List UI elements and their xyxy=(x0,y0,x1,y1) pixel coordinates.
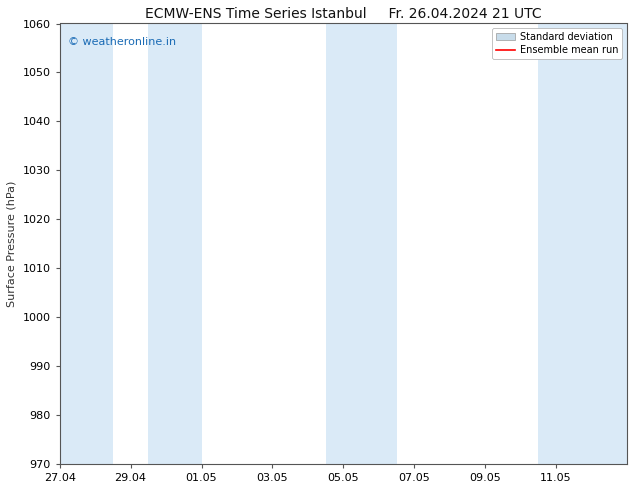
Bar xyxy=(60,24,113,464)
Bar xyxy=(148,24,202,464)
Title: ECMW-ENS Time Series Istanbul     Fr. 26.04.2024 21 UTC: ECMW-ENS Time Series Istanbul Fr. 26.04.… xyxy=(145,7,541,21)
Y-axis label: Surface Pressure (hPa): Surface Pressure (hPa) xyxy=(7,181,17,307)
Bar xyxy=(538,24,627,464)
Legend: Standard deviation, Ensemble mean run: Standard deviation, Ensemble mean run xyxy=(491,28,622,59)
Text: © weatheronline.in: © weatheronline.in xyxy=(68,37,176,47)
Bar xyxy=(326,24,396,464)
